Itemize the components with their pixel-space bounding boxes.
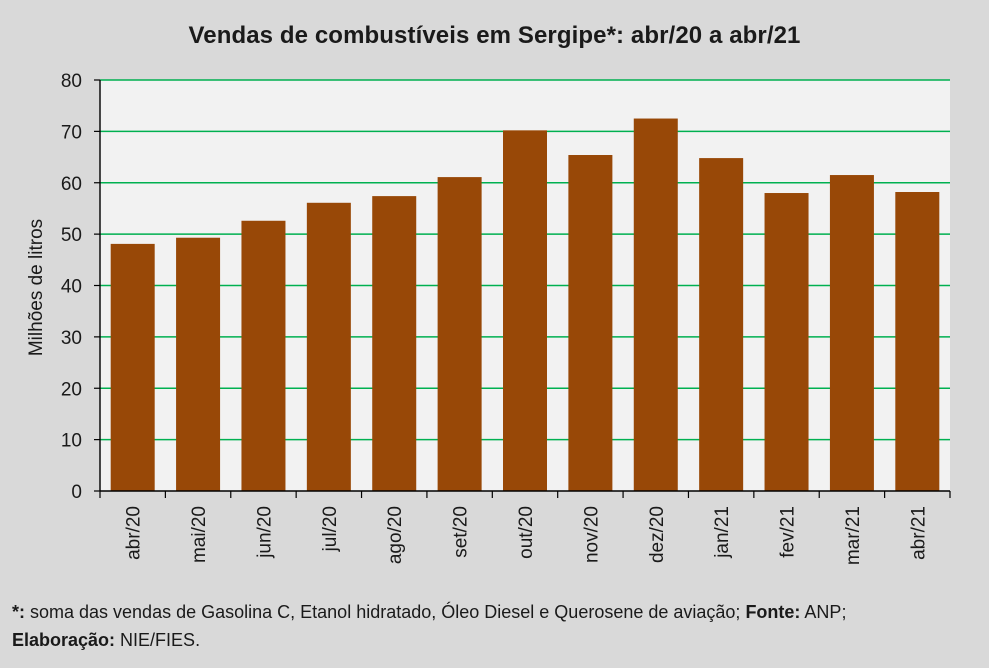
x-tick-label: out/20	[516, 506, 537, 559]
x-tick-label: mar/21	[843, 506, 864, 565]
footnote-source-label: Fonte:	[745, 602, 801, 622]
bar-dez-20	[633, 118, 678, 491]
x-tick-label: nov/20	[581, 506, 602, 563]
bar-abr-20	[110, 243, 155, 491]
x-tick-label: fev/21	[778, 506, 799, 558]
bar-jun-20	[241, 220, 286, 491]
bar-mar-21	[829, 175, 874, 491]
footnote-description: soma das vendas de Gasolina C, Etanol hi…	[25, 602, 746, 622]
x-tick-label: jan/21	[712, 506, 733, 559]
y-tick-label: 50	[61, 225, 82, 246]
chart-title: Vendas de combustíveis em Sergipe*: abr/…	[188, 22, 801, 49]
x-tick-label: abr/20	[124, 506, 145, 560]
bar-out-20	[503, 130, 547, 491]
bar-mai-20	[176, 237, 221, 491]
x-tick-label: jul/20	[320, 506, 341, 552]
x-tick-label: abr/21	[908, 506, 929, 560]
x-tick-label: dez/20	[647, 506, 668, 563]
bar-jan-21	[699, 158, 744, 491]
y-tick-label: 80	[61, 71, 82, 92]
footnote-asterisk-label: *:	[12, 602, 25, 622]
bar-ago-20	[372, 196, 417, 492]
y-tick-label: 40	[61, 277, 82, 298]
footnote-source-value: ANP;	[800, 602, 847, 622]
y-tick-label: 10	[61, 431, 82, 452]
bar-jul-20	[306, 202, 351, 491]
y-tick-label: 60	[61, 174, 82, 195]
y-tick-label: 20	[61, 379, 82, 400]
bar-chart: 0 10 20 30 40 50 60 70 80 abr/20 mai/20 jun/20 jul/2…	[26, 71, 951, 565]
bar-abr-21	[895, 191, 940, 491]
y-axis-label: Milhões de litros	[26, 219, 47, 356]
x-tick-label: set/20	[451, 506, 472, 558]
footnote-elaboration-label: Elaboração:	[12, 630, 116, 650]
y-tick-label: 30	[61, 328, 82, 349]
footnote-elaboration-value: NIE/FIES.	[115, 630, 201, 650]
footnote: *: soma das vendas de Gasolina C, Etanol…	[12, 598, 977, 654]
x-tick-label: mai/20	[189, 506, 210, 563]
x-tick-label: ago/20	[385, 506, 406, 564]
y-tick-label: 70	[61, 122, 82, 143]
x-tick-label: jun/20	[254, 506, 275, 559]
bar-nov-20	[568, 155, 613, 491]
bar-fev-21	[764, 193, 809, 491]
y-tick-label: 0	[71, 482, 82, 503]
bar-set-20	[437, 177, 482, 491]
